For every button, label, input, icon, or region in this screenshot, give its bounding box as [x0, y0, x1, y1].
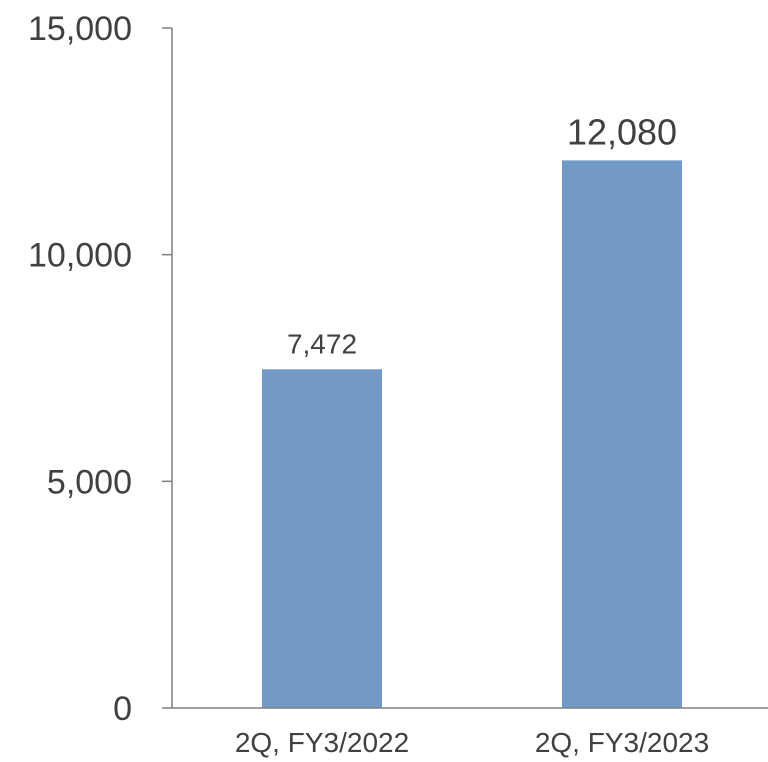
y-tick-label: 10,000: [28, 237, 132, 275]
x-category-label: 2Q, FY3/2022: [235, 727, 409, 758]
y-tick-label: 0: [113, 690, 132, 728]
bars: [262, 160, 682, 708]
bar: [262, 369, 382, 708]
data-label: 7,472: [287, 328, 357, 359]
x-axis-category-labels: 2Q, FY3/2022 2Q, FY3/2023: [235, 727, 709, 758]
y-tick-label: 5,000: [47, 463, 132, 501]
y-tick-label: 15,000: [28, 10, 132, 48]
x-category-label: 2Q, FY3/2023: [535, 727, 709, 758]
y-axis-ticks: 0 5,000 10,000 15,000: [28, 10, 172, 728]
axes: [171, 28, 768, 709]
bar: [562, 160, 682, 708]
data-label: 12,080: [567, 111, 677, 152]
data-labels: 7,472 12,080: [287, 111, 677, 359]
